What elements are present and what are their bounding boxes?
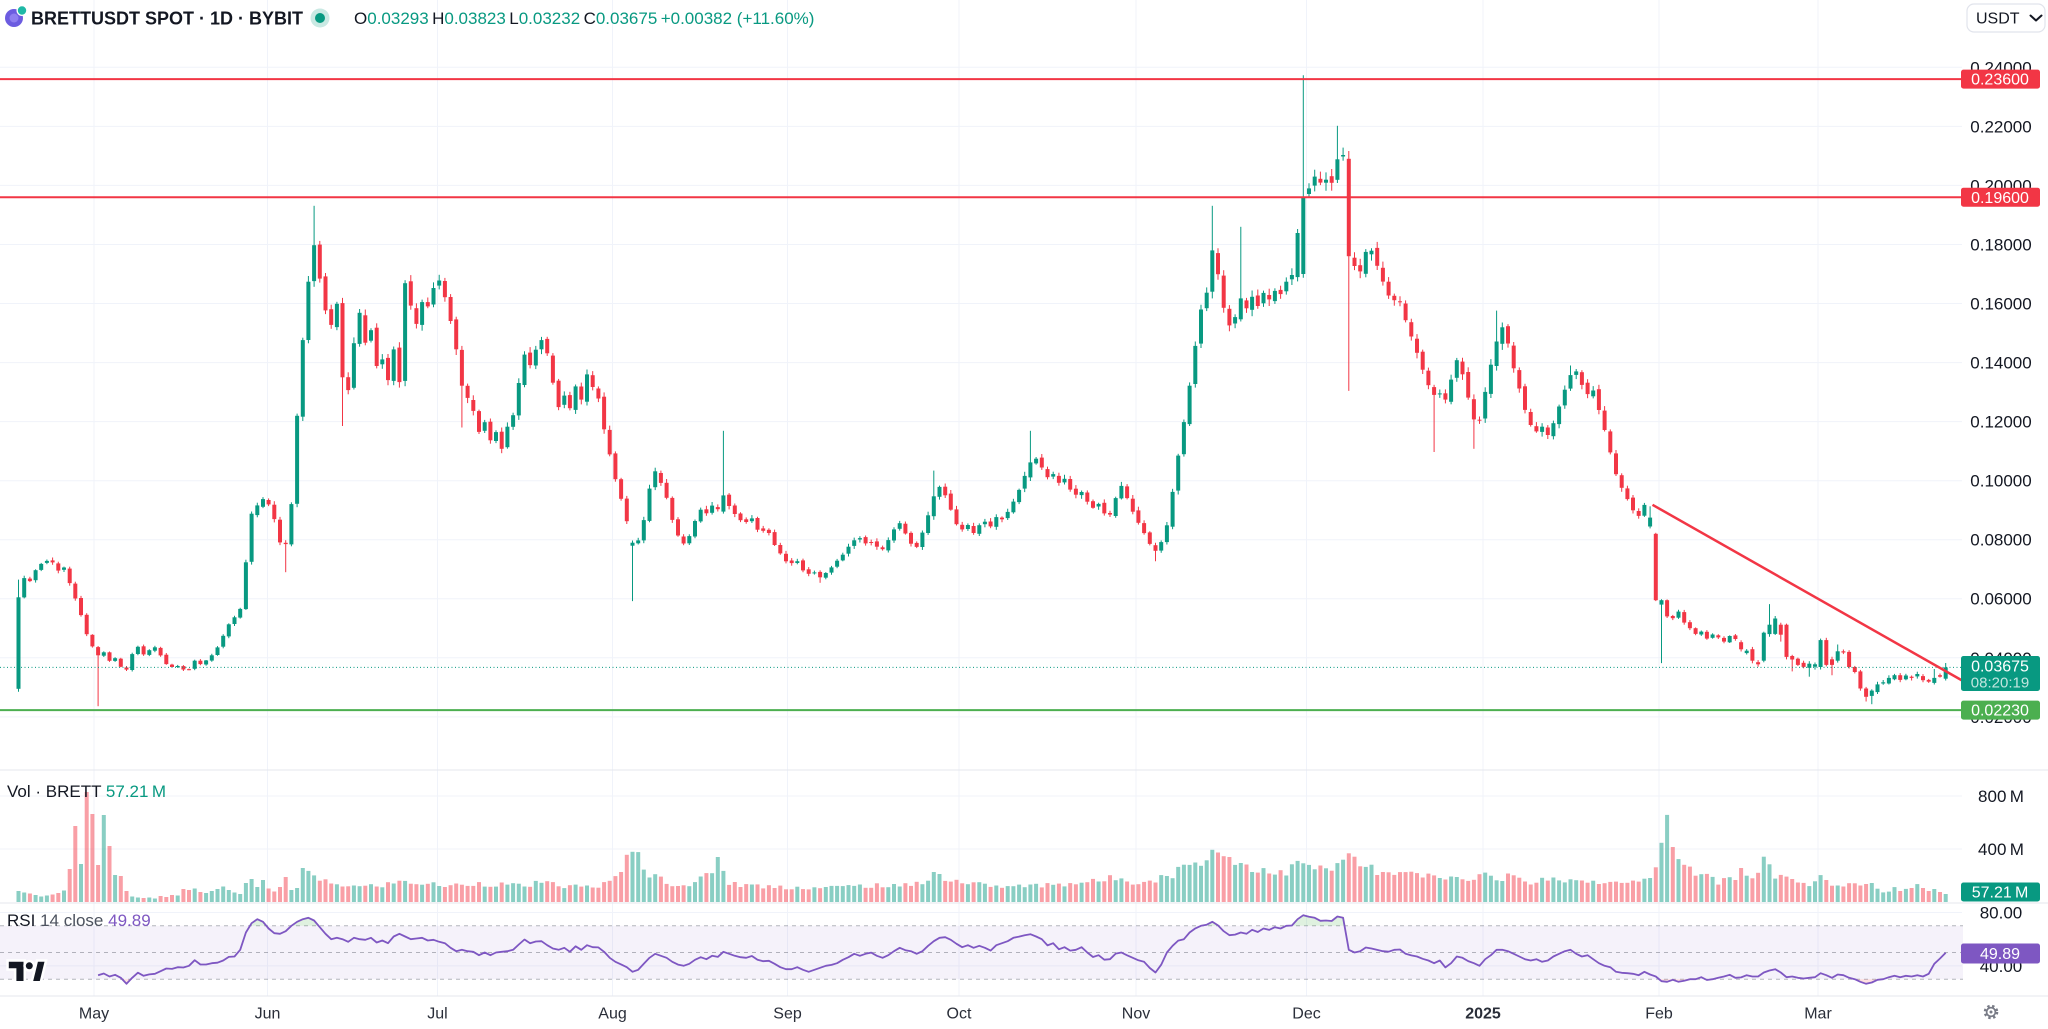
svg-text:0.10000: 0.10000 — [1970, 472, 2031, 491]
svg-text:400 M: 400 M — [1978, 840, 2024, 859]
svg-text:0.02230: 0.02230 — [1971, 703, 2029, 720]
svg-text:O0.03293 H0.03823 L0.03232 C0.: O0.03293 H0.03823 L0.03232 C0.03675 +0.0… — [354, 9, 814, 28]
svg-text:Jul: Jul — [427, 1006, 447, 1023]
svg-text:Feb: Feb — [1645, 1006, 1673, 1023]
svg-text:0.03675: 0.03675 — [1971, 659, 2029, 676]
svg-text:800 M: 800 M — [1978, 787, 2024, 806]
svg-text:Nov: Nov — [1122, 1006, 1150, 1023]
svg-text:Sep: Sep — [773, 1006, 802, 1023]
svg-text:0.22000: 0.22000 — [1970, 117, 2031, 136]
svg-text:Mar: Mar — [1804, 1006, 1832, 1023]
svg-text:Oct: Oct — [947, 1006, 972, 1023]
svg-text:0.23600: 0.23600 — [1971, 72, 2029, 89]
svg-text:0.08000: 0.08000 — [1970, 531, 2031, 550]
svg-text:RSI 14 close 49.89: RSI 14 close 49.89 — [7, 911, 151, 930]
svg-text:USDT: USDT — [1976, 11, 2020, 28]
svg-text:Jun: Jun — [255, 1006, 281, 1023]
svg-text:BRETTUSDT SPOT · 1D · BYBIT: BRETTUSDT SPOT · 1D · BYBIT — [31, 9, 303, 29]
svg-text:80.00: 80.00 — [1980, 904, 2023, 923]
svg-text:Dec: Dec — [1292, 1006, 1320, 1023]
svg-text:49.89: 49.89 — [1980, 946, 2020, 963]
svg-text:0.14000: 0.14000 — [1970, 354, 2031, 373]
svg-text:0.12000: 0.12000 — [1970, 413, 2031, 432]
svg-text:Vol · BRETT 57.21 M: Vol · BRETT 57.21 M — [7, 782, 166, 801]
svg-text:2025: 2025 — [1465, 1006, 1501, 1023]
svg-text:0.18000: 0.18000 — [1970, 235, 2031, 254]
svg-text:57.21 M: 57.21 M — [1972, 885, 2029, 902]
svg-text:0.06000: 0.06000 — [1970, 590, 2031, 609]
svg-text:May: May — [79, 1006, 109, 1023]
svg-text:0.19600: 0.19600 — [1971, 190, 2029, 207]
svg-text:0.16000: 0.16000 — [1970, 295, 2031, 314]
svg-text:Aug: Aug — [598, 1006, 626, 1023]
svg-text:08:20:19: 08:20:19 — [1971, 675, 2029, 692]
